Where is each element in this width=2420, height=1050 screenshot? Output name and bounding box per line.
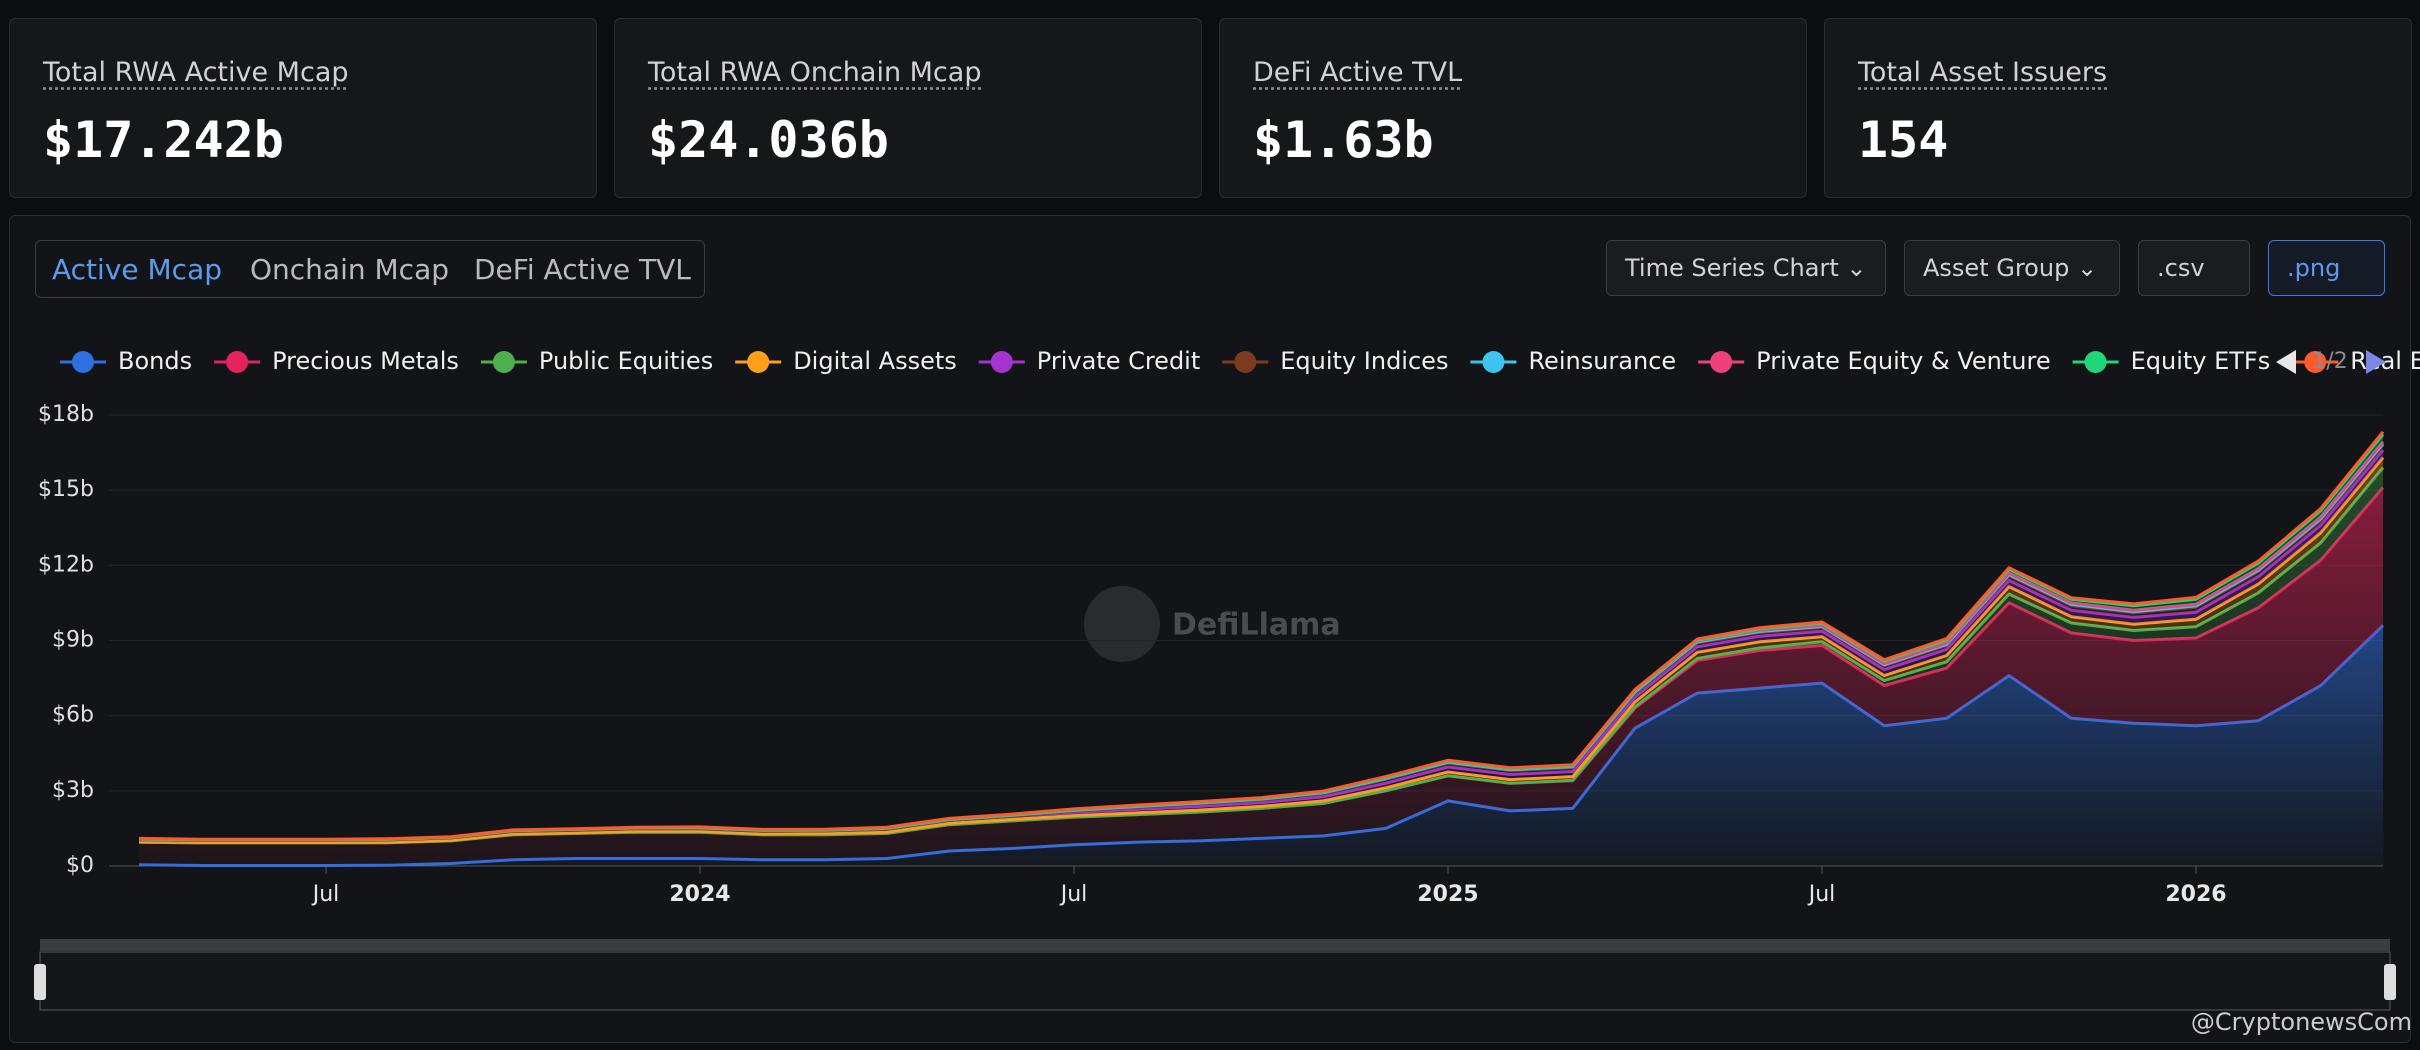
stat-label: Total RWA Active Mcap bbox=[43, 57, 349, 88]
area bbox=[139, 625, 2383, 866]
stat-value: $1.63b bbox=[1253, 111, 1434, 169]
tab-group bbox=[35, 240, 705, 298]
legend-label[interactable]: Private Credit bbox=[1037, 347, 1200, 375]
y-tick-label: $12b bbox=[38, 552, 94, 577]
stat-label: Total RWA Onchain Mcap bbox=[648, 57, 982, 88]
stat-card: Total Asset Issuers 154 bbox=[1824, 18, 2412, 198]
legend-label[interactable]: Equity Indices bbox=[1280, 347, 1448, 375]
brush-track bbox=[40, 939, 2390, 951]
legend-dot bbox=[1482, 351, 1505, 373]
y-tick-label: $0 bbox=[66, 853, 94, 878]
button-label: .csv bbox=[2157, 254, 2205, 282]
y-tick-label: $15b bbox=[38, 477, 94, 502]
stat-value: $24.036b bbox=[648, 111, 889, 169]
legend-label[interactable]: Equity ETFs bbox=[2131, 347, 2271, 375]
stat-card: DeFi Active TVL $1.63b bbox=[1219, 18, 1807, 198]
tab[interactable]: Onchain Mcap bbox=[250, 253, 449, 286]
y-tick-label: $6b bbox=[52, 703, 94, 728]
watermark: DefiLlama bbox=[1084, 586, 1341, 662]
legend-dot bbox=[990, 351, 1013, 373]
brush-handle[interactable] bbox=[34, 964, 46, 1000]
stat-label: Total Asset Issuers bbox=[1858, 57, 2108, 88]
legend-label[interactable]: Precious Metals bbox=[272, 347, 459, 375]
dropdown[interactable]: Asset Group ⌄ bbox=[1904, 240, 2120, 296]
x-tick-label: 2024 bbox=[669, 882, 730, 907]
legend-label[interactable]: Reinsurance bbox=[1528, 347, 1676, 375]
download-csv[interactable]: .csv bbox=[2138, 240, 2250, 296]
tab[interactable]: Active Mcap bbox=[52, 253, 222, 286]
button-label: Asset Group bbox=[1923, 254, 2070, 282]
download-png[interactable]: .png bbox=[2268, 240, 2385, 296]
legend-dot bbox=[2084, 351, 2107, 373]
y-tick-label: $18b bbox=[38, 402, 94, 427]
legend-label[interactable]: Real Es bbox=[2350, 347, 2420, 375]
legend-next[interactable] bbox=[2366, 350, 2386, 374]
legend-dot bbox=[492, 351, 515, 373]
legend-dot bbox=[226, 351, 249, 373]
legend-pager: 1/2 bbox=[2312, 349, 2347, 374]
button-label: .png bbox=[2287, 254, 2341, 282]
y-tick-label: $9b bbox=[52, 628, 94, 653]
y-tick-label: $3b bbox=[52, 778, 94, 803]
legend-dot bbox=[2304, 351, 2327, 373]
legend-label[interactable]: Private Equity & Venture bbox=[1756, 347, 2050, 375]
legend-dot bbox=[747, 351, 770, 373]
button-label: Time Series Chart bbox=[1625, 254, 1839, 282]
watermark-logo bbox=[1084, 586, 1160, 662]
legend-dot bbox=[1234, 351, 1257, 373]
x-tick-label: 2026 bbox=[2165, 882, 2226, 907]
stat-value: $17.242b bbox=[43, 111, 284, 169]
series-line bbox=[138, 430, 2385, 841]
area bbox=[139, 487, 2383, 866]
stat-card: Total RWA Onchain Mcap $24.036b bbox=[614, 18, 1202, 198]
chevron: ⌄ bbox=[2076, 254, 2098, 282]
legend-dot bbox=[72, 351, 94, 373]
x-tick-label: Jul bbox=[1807, 882, 1836, 907]
legend-dot bbox=[1710, 351, 1733, 373]
chevron: ⌄ bbox=[1846, 254, 1867, 282]
dropdown[interactable]: Time Series Chart ⌄ bbox=[1606, 240, 1886, 296]
tab[interactable]: DeFi Active TVL bbox=[474, 253, 691, 286]
legend-label[interactable]: Digital Assets bbox=[793, 347, 957, 375]
credit: @CryptonewsCom bbox=[2191, 1008, 2412, 1036]
stat-card: Total RWA Active Mcap $17.242b bbox=[9, 18, 597, 198]
stat-value: 154 bbox=[1858, 111, 1949, 169]
brush-window[interactable] bbox=[39, 951, 2391, 1011]
x-tick-label: 2025 bbox=[1417, 882, 1478, 907]
stat-label: DeFi Active TVL bbox=[1253, 57, 1463, 88]
legend-label[interactable]: Bonds bbox=[118, 347, 192, 375]
brush-handle[interactable] bbox=[2384, 964, 2396, 1000]
x-tick-label: Jul bbox=[1059, 882, 1088, 907]
watermark-text: DefiLlama bbox=[1172, 608, 1341, 643]
legend-prev[interactable] bbox=[2276, 350, 2296, 374]
legend-label[interactable]: Public Equities bbox=[539, 347, 713, 375]
x-tick-label: Jul bbox=[311, 882, 340, 907]
